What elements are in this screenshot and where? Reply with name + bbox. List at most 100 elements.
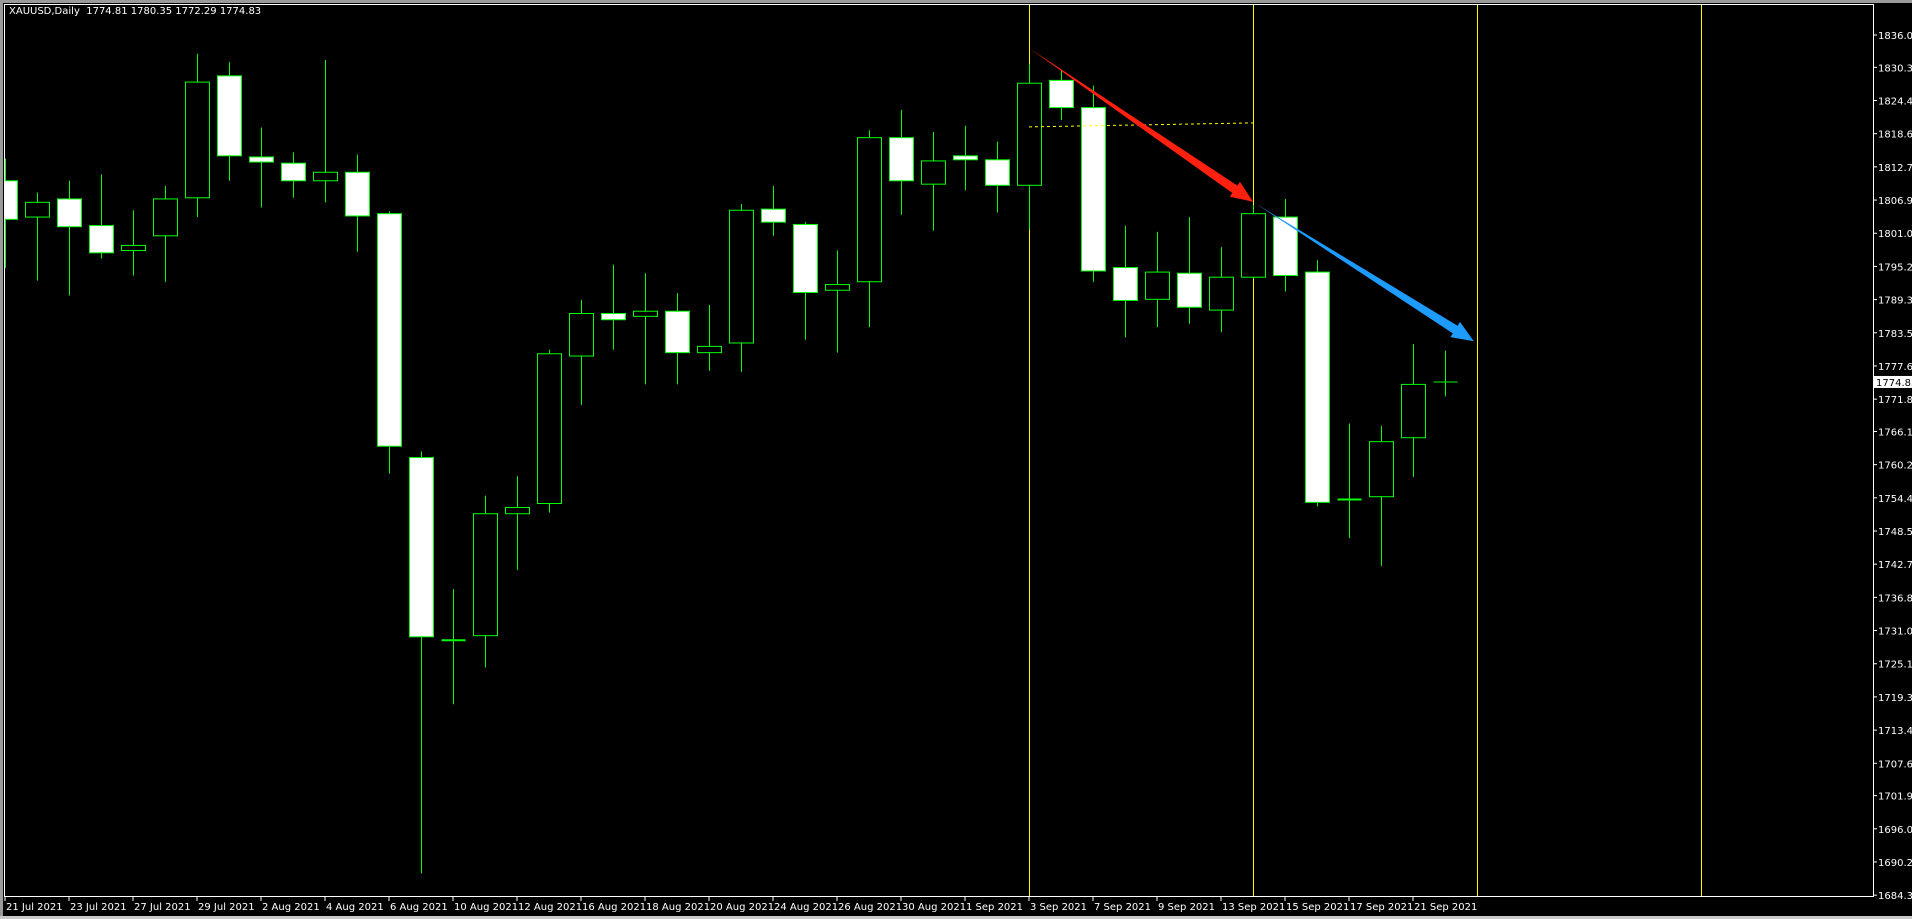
- candle-body-bear: [249, 156, 274, 163]
- y-tick-label: 1719.30: [1878, 693, 1912, 704]
- candle: [121, 210, 146, 276]
- candle: [505, 476, 530, 570]
- x-tick-label: 23 Jul 2021: [70, 902, 127, 913]
- candle: [665, 293, 690, 385]
- x-tick-label: 30 Aug 2021: [902, 902, 966, 913]
- candle-body-bull: [569, 312, 594, 357]
- vertical-lines: [1029, 5, 1702, 896]
- candle-body-bull: [921, 160, 946, 185]
- y-tick-label: 1766.10: [1878, 427, 1912, 438]
- candle: [633, 273, 658, 385]
- y-tick-label: 1830.30: [1878, 63, 1912, 74]
- x-tick-label: 21 Sep 2021: [1414, 902, 1477, 913]
- candle: [985, 141, 1010, 213]
- candle-body-bull: [153, 198, 178, 237]
- y-tick-label: 1818.60: [1878, 130, 1912, 141]
- x-tick-label: 9 Sep 2021: [1158, 902, 1215, 913]
- symbol-timeframe: XAUUSD,Daily: [9, 6, 80, 17]
- candle-body-bull: [857, 137, 882, 283]
- candle: [1017, 63, 1042, 230]
- y-tick-label: 1760.25: [1878, 461, 1912, 472]
- x-tick-label: 13 Sep 2021: [1222, 902, 1285, 913]
- x-tick-label: 7 Sep 2021: [1094, 902, 1151, 913]
- candle-body-bull: [1369, 441, 1394, 498]
- chart-header: XAUUSD,Daily 1774.81 1780.35 1772.29 177…: [9, 6, 261, 17]
- candle: [313, 59, 338, 203]
- x-tick-label: 3 Sep 2021: [1030, 902, 1087, 913]
- candle-body-bear: [1305, 271, 1330, 503]
- x-tick-label: 29 Jul 2021: [198, 902, 255, 913]
- candle: [5, 158, 18, 269]
- candle-body-bear: [1177, 272, 1202, 308]
- candle-body-bear: [1049, 79, 1074, 109]
- candle-body-bull: [505, 506, 530, 515]
- candle-body-bull: [25, 201, 50, 218]
- candle: [377, 211, 402, 474]
- y-tick-label: 1777.65: [1878, 362, 1912, 373]
- candle-body-bull: [729, 209, 754, 344]
- y-tick-label: 1801.05: [1878, 229, 1912, 240]
- candle-body-bear: [1081, 107, 1106, 272]
- candle-body-bear: [601, 312, 626, 321]
- candle: [1401, 344, 1426, 477]
- candles: [5, 53, 1458, 874]
- candle: [1433, 350, 1458, 397]
- plot-border: [4, 4, 1874, 897]
- candle: [793, 222, 818, 340]
- candle-body-bull: [1401, 383, 1426, 439]
- candle: [569, 299, 594, 405]
- dotted-level-line: [1028, 122, 1254, 128]
- candle-body-bear: [377, 213, 402, 447]
- y-tick-label: 1783.50: [1878, 329, 1912, 340]
- x-tick-label: 17 Sep 2021: [1350, 902, 1413, 913]
- candle-body-bear: [5, 180, 18, 220]
- x-tick-label: 27 Jul 2021: [134, 902, 191, 913]
- candle: [1113, 225, 1138, 338]
- candle: [889, 109, 914, 215]
- candle-body-bull: [1209, 276, 1234, 311]
- x-tick-label: 16 Aug 2021: [582, 902, 646, 913]
- candle-body-bull: [1145, 271, 1170, 300]
- candle: [1177, 217, 1202, 324]
- candle-body-bear: [409, 457, 434, 638]
- x-tick-label: 20 Aug 2021: [710, 902, 774, 913]
- candle: [1273, 198, 1298, 292]
- candle: [1241, 205, 1266, 279]
- candle: [1369, 425, 1394, 566]
- candle: [601, 264, 626, 350]
- ohlc-readout: 1774.81 1780.35 1772.29 1774.83: [86, 6, 262, 17]
- current-price-label: 1774.83: [1876, 378, 1912, 389]
- y-tick-label: 1748.55: [1878, 527, 1912, 538]
- candle: [1081, 85, 1106, 282]
- candle-body-bear: [761, 208, 786, 223]
- y-tick-label: 1806.90: [1878, 196, 1912, 207]
- candle-body-bear: [985, 159, 1010, 186]
- candle-body-bear: [345, 171, 370, 217]
- candle: [953, 125, 978, 191]
- chart-objects: [1028, 48, 1474, 342]
- candle-body-bear: [281, 162, 306, 182]
- candle: [1305, 260, 1330, 507]
- y-tick-label: 1742.70: [1878, 560, 1912, 571]
- candle-body-bear: [665, 310, 690, 354]
- x-tick-label: 6 Aug 2021: [390, 902, 448, 913]
- x-tick-label: 4 Aug 2021: [326, 902, 384, 913]
- x-tick-label: 10 Aug 2021: [454, 902, 518, 913]
- window-frame-left: [0, 0, 3, 919]
- candle-body-bull: [1241, 213, 1266, 278]
- candle: [57, 180, 82, 296]
- candle: [89, 174, 114, 259]
- candle-body-bear: [217, 75, 242, 157]
- candle: [153, 185, 178, 282]
- y-tick-label: 1684.35: [1878, 891, 1912, 902]
- candle-body-bear: [89, 225, 114, 254]
- candle: [825, 250, 850, 353]
- candle-body-bull: [121, 244, 146, 252]
- candle: [921, 131, 946, 231]
- candle-body-bear: [57, 198, 82, 228]
- candle: [1337, 423, 1362, 539]
- window-frame-top: [0, 0, 1912, 3]
- candle: [1049, 69, 1074, 121]
- y-tick-label: 1690.20: [1878, 858, 1912, 869]
